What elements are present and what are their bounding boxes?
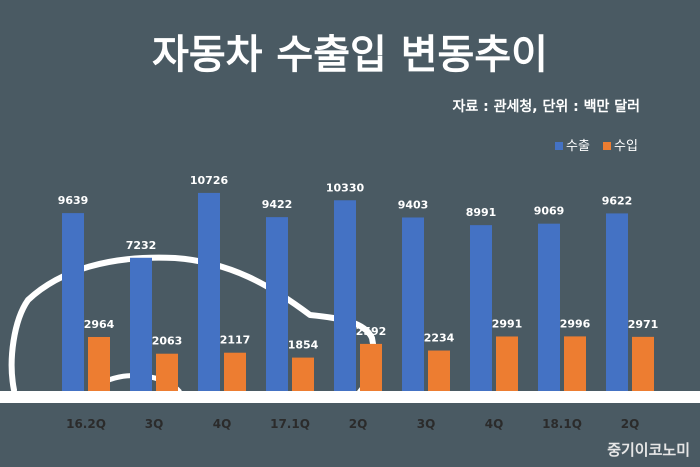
bar-import-3 bbox=[292, 357, 314, 392]
category-label-4: 2Q bbox=[349, 417, 368, 431]
value-label-import-2: 2117 bbox=[220, 334, 251, 347]
bar-export-0 bbox=[62, 213, 84, 392]
category-label-2: 4Q bbox=[213, 417, 232, 431]
bar-export-7 bbox=[538, 223, 560, 392]
bar-export-6 bbox=[470, 225, 492, 392]
category-label-3: 17.1Q bbox=[270, 417, 310, 431]
legend-label-import: 수입 bbox=[614, 139, 638, 154]
value-label-export-1: 7232 bbox=[126, 239, 157, 252]
value-label-import-4: 2592 bbox=[356, 325, 387, 338]
value-label-import-8: 2971 bbox=[628, 318, 659, 331]
value-label-export-8: 9622 bbox=[602, 194, 633, 207]
bar-import-2 bbox=[224, 352, 246, 392]
category-label-5: 3Q bbox=[417, 417, 436, 431]
category-label-0: 16.2Q bbox=[66, 417, 106, 431]
baseline-bar bbox=[0, 391, 700, 403]
value-label-import-0: 2964 bbox=[84, 318, 115, 331]
value-label-import-6: 2991 bbox=[492, 317, 523, 330]
value-labels-group: 9639 2964 7232 2063 10726 2117 9422 1854 10330 25… bbox=[58, 174, 659, 352]
legend: 수출 수입 bbox=[555, 139, 638, 154]
value-label-export-7: 9069 bbox=[534, 205, 565, 218]
bar-import-0 bbox=[88, 336, 110, 392]
chart-title: 자동차 수출입 변동추이 bbox=[152, 32, 548, 78]
value-label-import-7: 2996 bbox=[560, 317, 591, 330]
value-label-import-3: 1854 bbox=[288, 339, 319, 352]
bar-import-7 bbox=[564, 336, 586, 392]
bar-export-8 bbox=[606, 213, 628, 392]
value-label-export-2: 10726 bbox=[190, 174, 229, 187]
watermark-text: 중기이코노미 bbox=[607, 441, 690, 459]
bar-export-2 bbox=[198, 192, 220, 392]
bar-import-4 bbox=[360, 343, 382, 392]
value-label-export-4: 10330 bbox=[326, 181, 365, 194]
chart-subtitle: 자료 : 관세청, 단위 : 백만 달러 bbox=[453, 98, 640, 115]
category-label-7: 18.1Q bbox=[542, 417, 582, 431]
value-label-export-3: 9422 bbox=[262, 198, 293, 211]
bar-export-5 bbox=[402, 217, 424, 392]
category-label-8: 2Q bbox=[621, 417, 640, 431]
category-label-1: 3Q bbox=[145, 417, 164, 431]
value-label-export-6: 8991 bbox=[466, 206, 497, 219]
bar-import-8 bbox=[632, 336, 654, 392]
category-labels-group: 16.2Q 3Q 4Q 17.1Q 2Q 3Q 4Q 18.1Q 2Q bbox=[66, 417, 639, 431]
legend-swatch-export bbox=[555, 142, 563, 150]
legend-swatch-import bbox=[603, 142, 611, 150]
legend-label-export: 수출 bbox=[566, 139, 590, 154]
bar-export-3 bbox=[266, 217, 288, 392]
value-label-export-5: 9403 bbox=[398, 198, 429, 211]
bar-import-5 bbox=[428, 350, 450, 392]
value-label-import-5: 2234 bbox=[424, 332, 455, 345]
value-label-export-0: 9639 bbox=[58, 194, 89, 207]
bar-export-1 bbox=[130, 257, 152, 392]
bar-import-6 bbox=[496, 336, 518, 392]
value-label-import-1: 2063 bbox=[152, 335, 183, 348]
bar-import-1 bbox=[156, 353, 178, 392]
bars-group bbox=[62, 192, 654, 392]
bar-export-4 bbox=[334, 200, 356, 392]
category-label-6: 4Q bbox=[485, 417, 504, 431]
